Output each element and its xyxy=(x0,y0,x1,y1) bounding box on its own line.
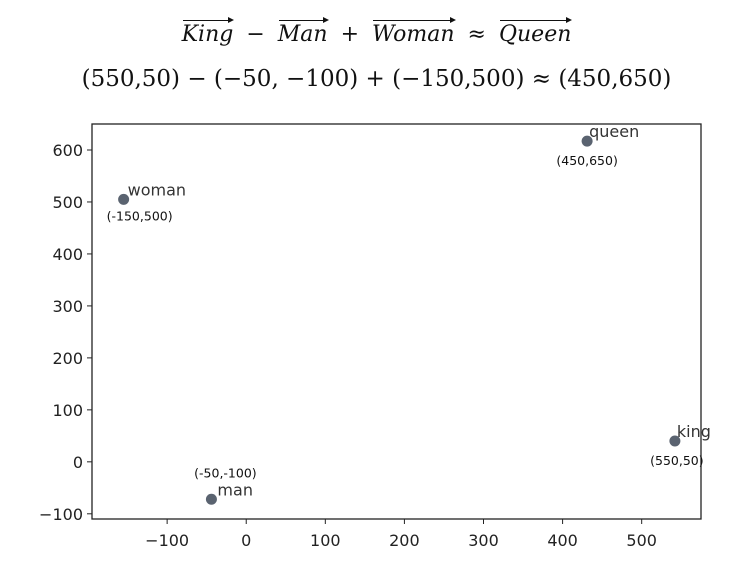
point-label-woman: woman xyxy=(128,180,186,199)
data-point-woman xyxy=(118,193,130,205)
coordinate-equation: (550,50) − (−50, −100) + (−150,500) ≈ (4… xyxy=(81,66,672,92)
y-tick-label: 300 xyxy=(52,297,83,316)
y-tick-label: 100 xyxy=(52,401,83,420)
plus-sign: + xyxy=(340,22,360,47)
y-tick-label: 500 xyxy=(52,193,83,212)
point-label-queen: queen xyxy=(589,122,639,141)
vector-king: King xyxy=(182,17,235,47)
point-annotation-woman: (-150,500) xyxy=(107,208,173,223)
point-label-man: man xyxy=(217,480,253,499)
y-tick-label: 600 xyxy=(52,141,83,160)
y-tick-label: 200 xyxy=(52,349,83,368)
point-annotation-king: (550,50) xyxy=(650,453,704,468)
x-tick-label: 100 xyxy=(310,531,341,550)
plot-frame xyxy=(91,123,702,520)
x-tick-label: 200 xyxy=(389,531,420,550)
data-point-queen xyxy=(581,135,593,147)
vector-equation: King − Man + Woman ≈ Queen xyxy=(0,17,753,47)
point-annotation-queen: (450,650) xyxy=(556,153,617,168)
x-tick-label: 500 xyxy=(626,531,657,550)
equation-area: King − Man + Woman ≈ Queen (550,50) − (−… xyxy=(0,0,753,110)
y-tick-label: −100 xyxy=(39,505,83,524)
x-tick-label: 0 xyxy=(241,531,251,550)
x-tick-label: 400 xyxy=(547,531,578,550)
y-tick-label: 0 xyxy=(73,453,83,472)
vector-queen: Queen xyxy=(499,17,573,47)
data-point-man xyxy=(205,493,217,505)
x-tick-label: 300 xyxy=(468,531,499,550)
point-label-king: king xyxy=(677,422,711,441)
minus-sign: − xyxy=(246,22,265,47)
point-annotation-man: (-50,-100) xyxy=(194,465,257,480)
vector-man: Man xyxy=(278,17,329,47)
data-point-king xyxy=(669,435,681,447)
vector-woman: Woman xyxy=(372,17,456,47)
x-tick-label: −100 xyxy=(145,531,189,550)
y-tick-label: 400 xyxy=(52,245,83,264)
approx-sign: ≈ xyxy=(467,22,486,47)
